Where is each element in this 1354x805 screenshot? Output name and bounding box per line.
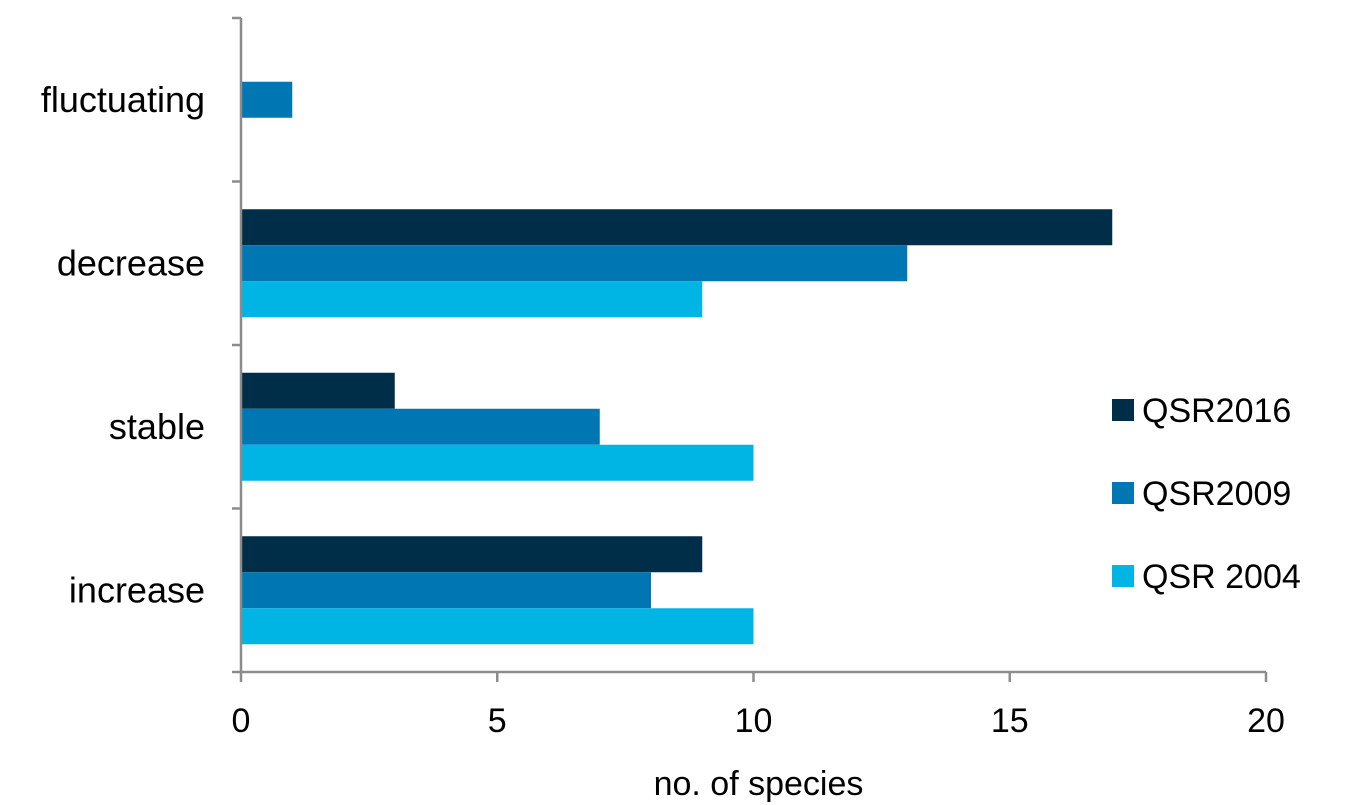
bar-stable-qsr2009 [241,408,600,445]
bar-fluctuating-qsr2009 [241,81,293,118]
bar-decrease-qsr2004 [241,281,703,318]
category-label-increase: increase [69,569,205,610]
bar-increase-qsr2004 [241,608,754,645]
legend-swatch [1112,399,1134,421]
axes-layer [232,16,1268,682]
legend-label: QSR2016 [1142,392,1291,430]
category-label-stable: stable [109,406,205,447]
x-axis-title: no. of species [654,765,864,803]
legend-swatch [1112,565,1134,587]
x-tick-label: 5 [488,702,507,740]
x-tick-label: 15 [991,702,1029,740]
bars-layer [241,81,1113,645]
labels-layer: increase stable decrease fluctuating 0 5 10 15 2… [41,79,1285,740]
bar-decrease-qsr2016 [241,209,1113,246]
category-label-decrease: decrease [57,242,205,283]
x-tick-label: 0 [232,702,251,740]
x-tick-label: 20 [1247,702,1285,740]
bar-stable-qsr2004 [241,444,754,481]
legend: QSR2016 QSR2009 QSR 2004 [1112,392,1301,596]
legend-label: QSR2009 [1142,475,1291,513]
bar-stable-qsr2016 [241,372,395,409]
bar-decrease-qsr2009 [241,245,908,282]
x-tick-label: 10 [735,702,773,740]
legend-label: QSR 2004 [1142,558,1301,596]
legend-swatch [1112,482,1134,504]
bar-increase-qsr2009 [241,572,651,609]
bar-increase-qsr2016 [241,536,703,573]
category-label-fluctuating: fluctuating [41,79,205,120]
